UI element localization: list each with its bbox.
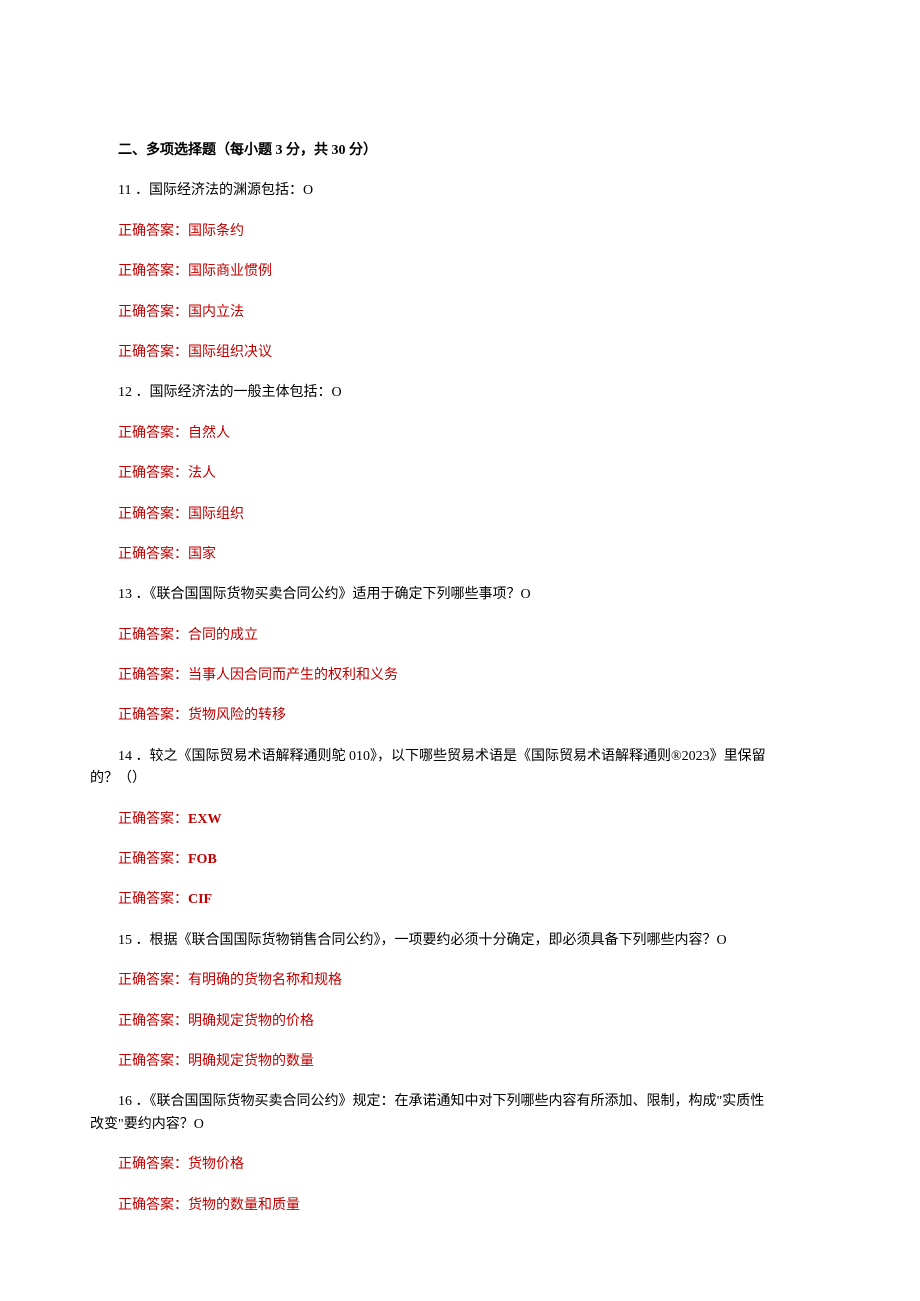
answer-value: 当事人因合同而产生的权利和义务 xyxy=(188,668,398,683)
answer-label: 正确答案： xyxy=(118,345,188,360)
answer: 正确答案：明确规定货物的数量 xyxy=(90,1051,830,1073)
answer: 正确答案：有明确的货物名称和规格 xyxy=(90,970,830,992)
answer-value: 国际条约 xyxy=(188,224,244,239)
answer-value: 明确规定货物的数量 xyxy=(188,1054,314,1069)
answer-label: 正确答案： xyxy=(118,1198,188,1213)
question-16: 16 ．《联合国国际货物买卖合同公约》规定：在承诺通知中对下列哪些内容有所添加、… xyxy=(90,1091,830,1136)
answer-label: 正确答案： xyxy=(118,812,188,827)
answer: 正确答案：EXW xyxy=(90,809,830,831)
answer: 正确答案：货物的数量和质量 xyxy=(90,1195,830,1217)
question-number: 15 xyxy=(118,933,132,948)
answer: 正确答案：国际组织决议 xyxy=(90,342,830,364)
answer: 正确答案：合同的成立 xyxy=(90,625,830,647)
answer: 正确答案：国际商业惯例 xyxy=(90,261,830,283)
answer-label: 正确答案： xyxy=(118,628,188,643)
answer-value: CIF xyxy=(188,892,212,907)
question-number: 14 xyxy=(118,749,132,764)
answer: 正确答案：货物风险的转移 xyxy=(90,705,830,727)
answer: 正确答案：国际组织 xyxy=(90,504,830,526)
answer-label: 正确答案： xyxy=(118,507,188,522)
answer: 正确答案：CIF xyxy=(90,889,830,911)
answer: 正确答案：明确规定货物的价格 xyxy=(90,1011,830,1033)
question-number: 11 xyxy=(118,183,131,198)
answer-value: 国际商业惯例 xyxy=(188,264,272,279)
answer: 正确答案：当事人因合同而产生的权利和义务 xyxy=(90,665,830,687)
answer: 正确答案：国际条约 xyxy=(90,221,830,243)
answer-label: 正确答案： xyxy=(118,305,188,320)
question-text: ．根据《联合国国际货物销售合同公约》，一项要约必须十分确定，即必须具备下列哪些内… xyxy=(136,933,727,948)
answer: 正确答案：法人 xyxy=(90,463,830,485)
answer-label: 正确答案： xyxy=(118,708,188,723)
section-title: 二、多项选择题（每小题 3 分，共 30 分） xyxy=(90,140,830,162)
answer-value: 合同的成立 xyxy=(188,628,258,643)
answer-label: 正确答案： xyxy=(118,1014,188,1029)
answer-value: EXW xyxy=(188,812,221,827)
question-text: ．《联合国国际货物买卖合同公约》适用于确定下列哪些事项？O xyxy=(136,587,531,602)
answer-value: 货物的数量和质量 xyxy=(188,1198,300,1213)
answer-value: 货物价格 xyxy=(188,1157,244,1172)
question-14: 14 ．较之《国际贸易术语解释通则鸵 010》，以下哪些贸易术语是《国际贸易术语… xyxy=(90,746,830,791)
answer-value: 明确规定货物的价格 xyxy=(188,1014,314,1029)
answer-label: 正确答案： xyxy=(118,892,188,907)
answer-value: 国内立法 xyxy=(188,305,244,320)
question-text-line2: 的？（） xyxy=(90,768,830,790)
question-number: 16 xyxy=(118,1094,132,1109)
answer-label: 正确答案： xyxy=(118,426,188,441)
answer-value: 货物风险的转移 xyxy=(188,708,286,723)
question-number: 13 xyxy=(118,587,132,602)
answer-value: 自然人 xyxy=(188,426,230,441)
answer-value: 国际组织 xyxy=(188,507,244,522)
question-text-line1: ．《联合国国际货物买卖合同公约》规定：在承诺通知中对下列哪些内容有所添加、限制，… xyxy=(136,1094,765,1109)
answer-label: 正确答案： xyxy=(118,264,188,279)
answer-label: 正确答案： xyxy=(118,668,188,683)
question-text: ．国际经济法的渊源包括：O xyxy=(135,183,313,198)
question-text-line1: ．较之《国际贸易术语解释通则鸵 010》，以下哪些贸易术语是《国际贸易术语解释通… xyxy=(136,749,766,764)
question-11: 11 ．国际经济法的渊源包括：O xyxy=(90,180,830,202)
answer-value: 国际组织决议 xyxy=(188,345,272,360)
answer-label: 正确答案： xyxy=(118,1157,188,1172)
answer-value: FOB xyxy=(188,852,217,867)
question-text-line2: 改变"要约内容？O xyxy=(90,1114,830,1136)
answer-label: 正确答案： xyxy=(118,224,188,239)
answer: 正确答案：自然人 xyxy=(90,423,830,445)
question-number: 12 xyxy=(118,385,132,400)
answer-value: 有明确的货物名称和规格 xyxy=(188,973,342,988)
question-15: 15 ．根据《联合国国际货物销售合同公约》，一项要约必须十分确定，即必须具备下列… xyxy=(90,930,830,952)
answer: 正确答案：国家 xyxy=(90,544,830,566)
question-13: 13 ．《联合国国际货物买卖合同公约》适用于确定下列哪些事项？O xyxy=(90,584,830,606)
answer-label: 正确答案： xyxy=(118,852,188,867)
answer-label: 正确答案： xyxy=(118,973,188,988)
answer-label: 正确答案： xyxy=(118,466,188,481)
answer: 正确答案：国内立法 xyxy=(90,302,830,324)
answer-label: 正确答案： xyxy=(118,1054,188,1069)
question-12: 12 ．国际经济法的一般主体包括：O xyxy=(90,382,830,404)
answer: 正确答案：FOB xyxy=(90,849,830,871)
answer-label: 正确答案： xyxy=(118,547,188,562)
answer-value: 国家 xyxy=(188,547,216,562)
answer-value: 法人 xyxy=(188,466,216,481)
answer: 正确答案：货物价格 xyxy=(90,1154,830,1176)
question-text: ．国际经济法的一般主体包括：O xyxy=(136,385,342,400)
